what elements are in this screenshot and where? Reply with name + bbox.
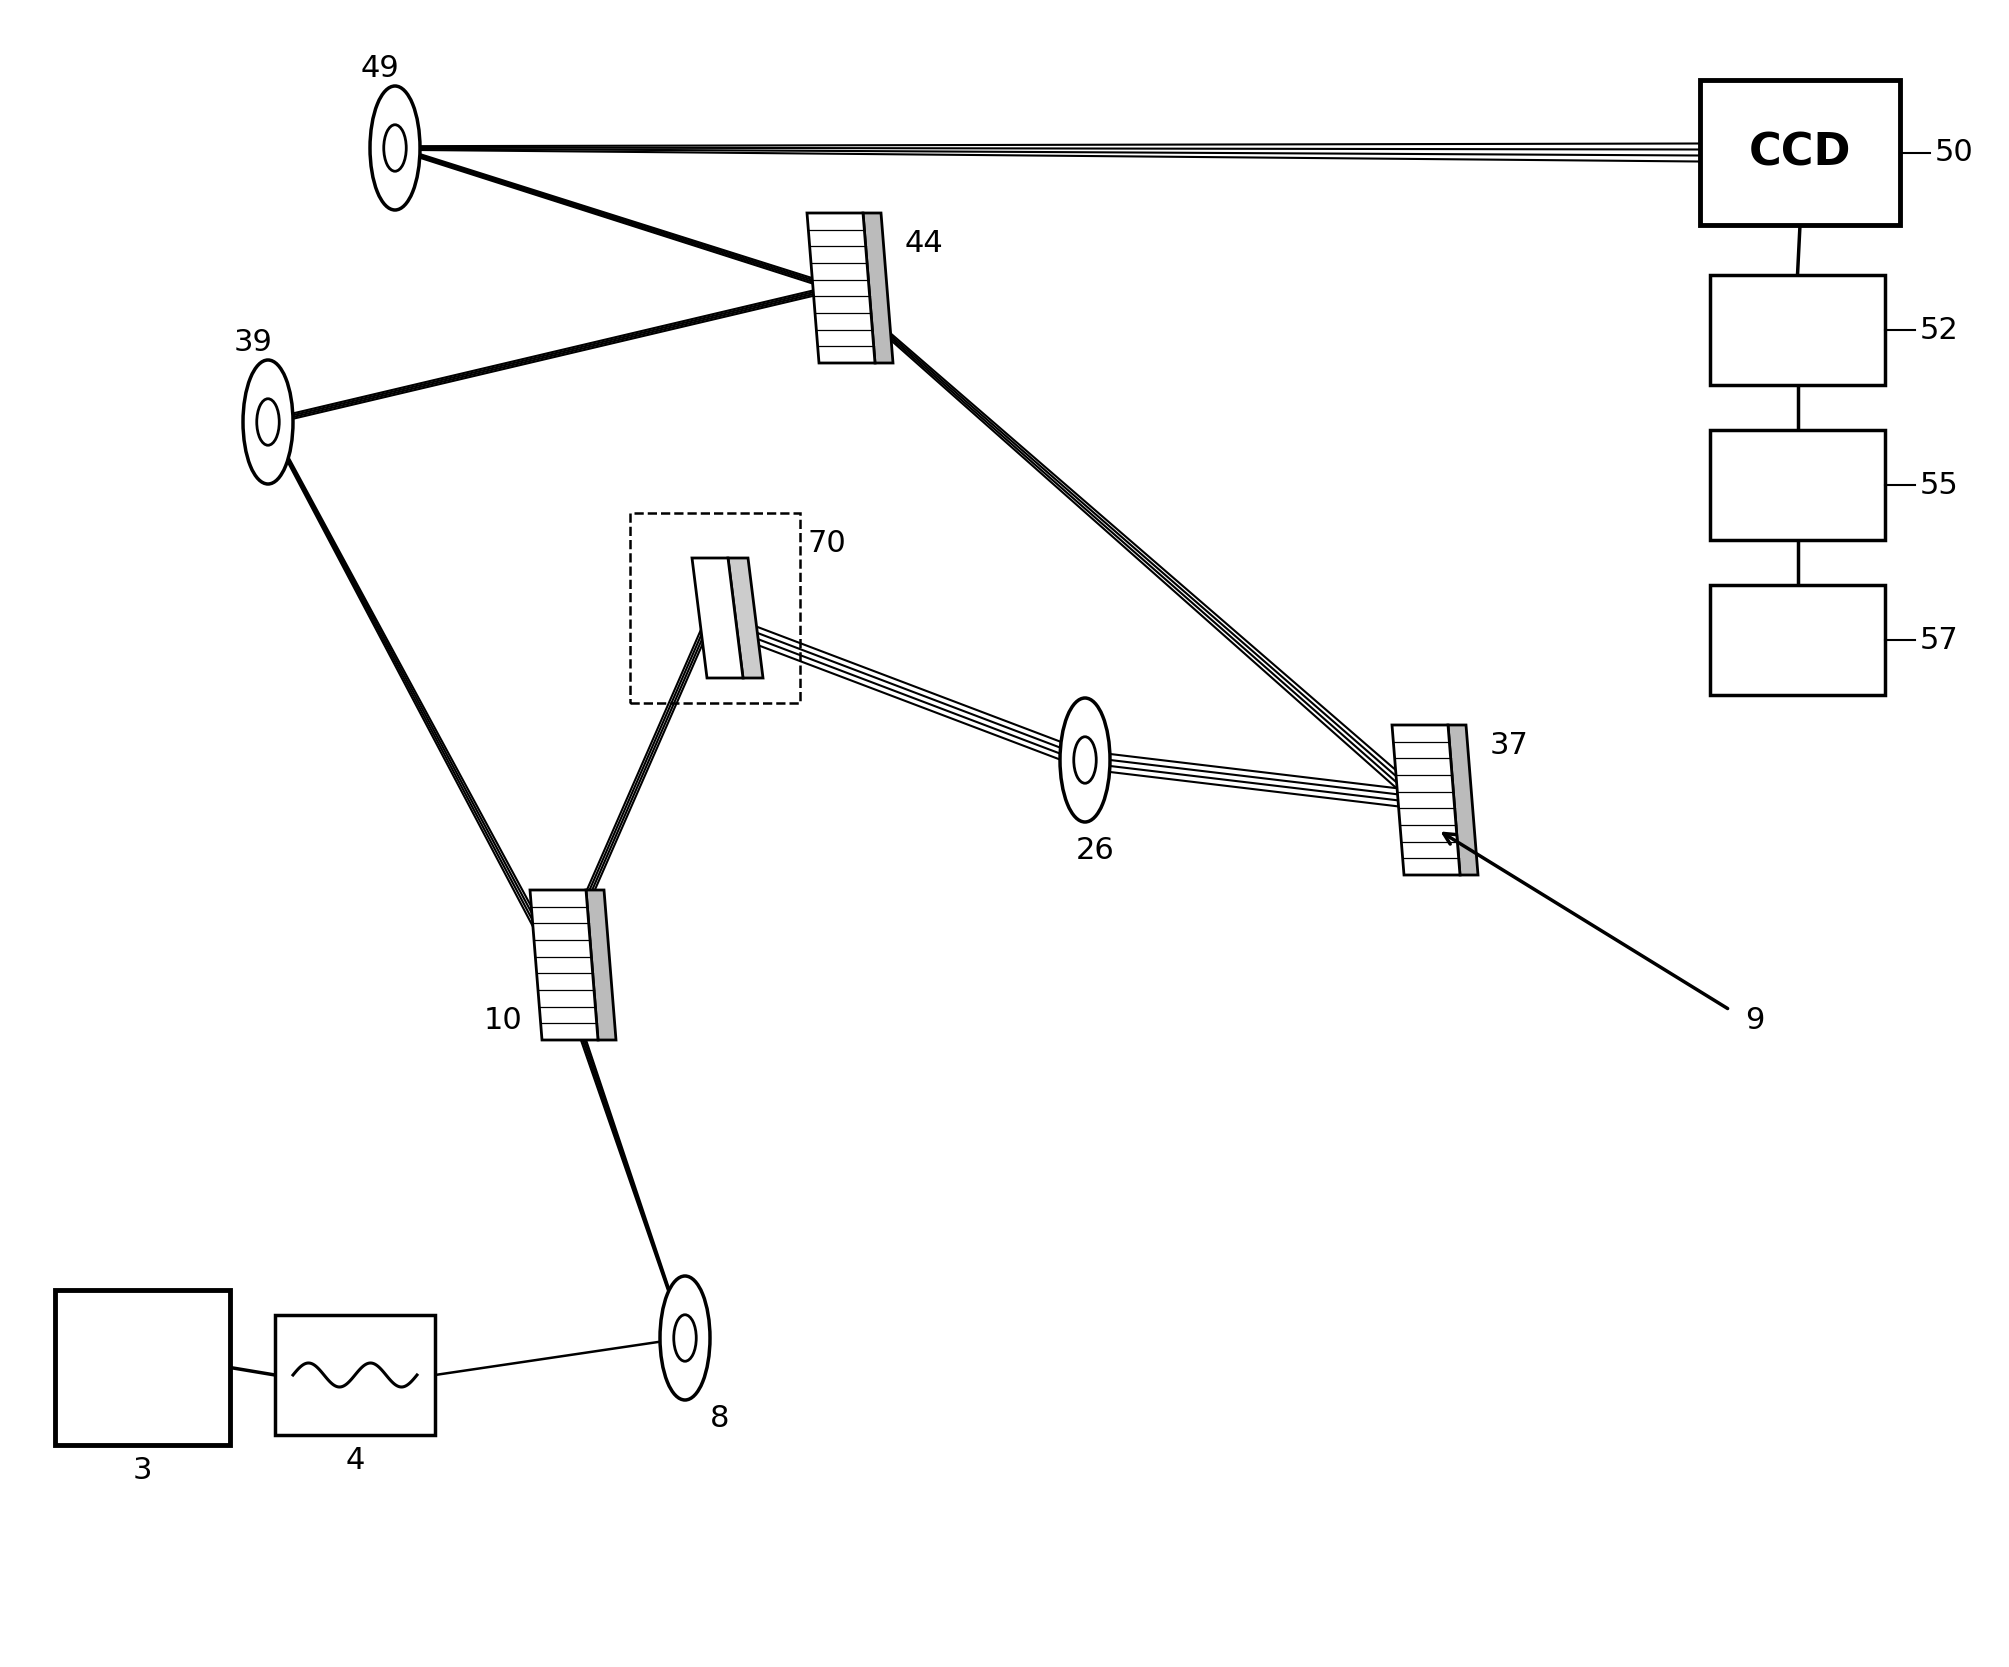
Text: 8: 8: [711, 1404, 729, 1432]
Polygon shape: [587, 890, 617, 1040]
Bar: [275, 1315, 436, 1435]
Bar: [631, 513, 800, 703]
Ellipse shape: [661, 1275, 709, 1400]
Ellipse shape: [1061, 698, 1111, 822]
Ellipse shape: [243, 360, 293, 483]
Text: 55: 55: [1921, 470, 1959, 500]
Text: 52: 52: [1921, 315, 1959, 345]
Text: CCD: CCD: [1748, 132, 1850, 173]
Text: 49: 49: [362, 53, 400, 82]
Bar: [1710, 275, 1884, 385]
Text: 9: 9: [1746, 1005, 1764, 1035]
Polygon shape: [808, 213, 876, 363]
Polygon shape: [1448, 725, 1479, 875]
Text: 4: 4: [346, 1445, 366, 1475]
Polygon shape: [530, 890, 599, 1040]
Polygon shape: [864, 213, 892, 363]
Text: 10: 10: [484, 1005, 522, 1035]
Text: 26: 26: [1075, 835, 1115, 865]
Bar: [54, 1290, 229, 1445]
Text: 50: 50: [1935, 138, 1973, 167]
Text: 3: 3: [133, 1455, 153, 1485]
Text: 37: 37: [1491, 730, 1529, 760]
Text: 39: 39: [233, 327, 273, 357]
Polygon shape: [691, 558, 743, 678]
Polygon shape: [1392, 725, 1461, 875]
Text: 44: 44: [904, 228, 944, 257]
Bar: [1700, 80, 1901, 225]
Text: 70: 70: [808, 528, 846, 557]
Text: 57: 57: [1921, 625, 1959, 655]
Bar: [1710, 430, 1884, 540]
Ellipse shape: [370, 87, 420, 210]
Bar: [1710, 585, 1884, 695]
Polygon shape: [727, 558, 763, 678]
